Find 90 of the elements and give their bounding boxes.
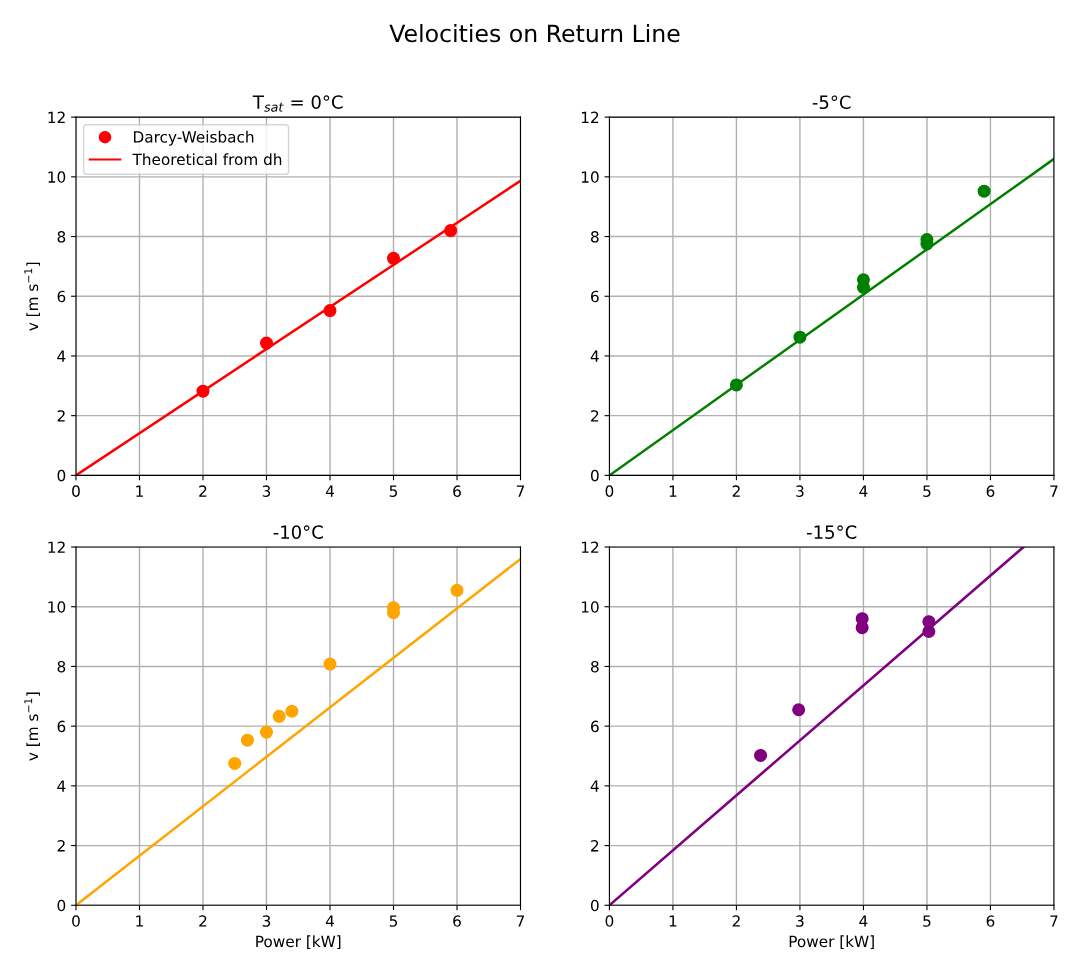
x-axis-title: Power [kW] bbox=[256, 935, 341, 949]
x-tick-label: 1 bbox=[136, 485, 143, 497]
x-tick-label: 2 bbox=[732, 915, 740, 927]
point bbox=[240, 733, 254, 747]
x-tick-label: 1 bbox=[669, 915, 677, 927]
point bbox=[228, 756, 242, 770]
text: Velocities on Return Line bbox=[389, 24, 680, 43]
x-tick-label: 3 bbox=[796, 915, 804, 927]
point bbox=[323, 304, 337, 318]
point bbox=[285, 704, 299, 718]
y-tick-label: 2 bbox=[57, 410, 65, 422]
x-tick-label: 0 bbox=[72, 915, 80, 927]
x-tick-label: 7 bbox=[516, 485, 525, 497]
point bbox=[444, 224, 458, 238]
x-tick-label: 6 bbox=[986, 915, 995, 927]
x-tick-label: 6 bbox=[986, 485, 995, 497]
y-tick-label: 4 bbox=[57, 780, 66, 792]
y-tick-label: 4 bbox=[590, 350, 599, 362]
x-tick-label: 0 bbox=[72, 485, 80, 497]
point bbox=[386, 251, 401, 265]
y-tick-label: 0 bbox=[590, 899, 599, 912]
chart-title: -10°C bbox=[273, 525, 323, 539]
point bbox=[855, 621, 869, 635]
y-tick-label: 0 bbox=[57, 469, 66, 482]
y-tick-label: 2 bbox=[57, 840, 65, 852]
x-tick-label: 3 bbox=[796, 485, 804, 497]
x-tick-label: 4 bbox=[325, 485, 334, 497]
y-axis-title: v [m s$^{−1}$] bbox=[24, 262, 40, 331]
chart-title: -15°C bbox=[807, 525, 857, 539]
y-tick-label: 4 bbox=[57, 350, 66, 362]
point bbox=[729, 378, 743, 392]
x-tick-label: 5 bbox=[389, 485, 398, 497]
point bbox=[792, 703, 806, 717]
x-tick-label: 3 bbox=[262, 915, 271, 927]
point bbox=[450, 583, 464, 597]
chart-title: T$_{sat}$ = 0°C bbox=[252, 95, 343, 112]
point bbox=[922, 625, 936, 639]
x-tick-label: 0 bbox=[605, 485, 614, 497]
point bbox=[977, 184, 991, 198]
y-tick-label: 4 bbox=[590, 780, 599, 792]
y-axis-title: v [m s$^{−1}$] bbox=[24, 692, 40, 761]
y-tick-label: 10 bbox=[581, 171, 599, 183]
y-tick-label: 2 bbox=[591, 840, 599, 852]
x-tick-label: 7 bbox=[516, 915, 525, 927]
point bbox=[196, 384, 210, 398]
x-tick-label: 0 bbox=[605, 915, 614, 927]
x-axis-title: Power [kW] bbox=[789, 935, 874, 949]
y-tick-label: 8 bbox=[591, 231, 599, 243]
x-tick-label: 2 bbox=[199, 485, 207, 497]
x-tick-label: 6 bbox=[453, 485, 461, 497]
x-tick-label: 4 bbox=[859, 485, 868, 497]
y-tick-label: 0 bbox=[590, 469, 599, 482]
x-tick-label: 6 bbox=[453, 915, 461, 927]
x-tick-label: 5 bbox=[923, 485, 931, 497]
y-tick-label: 2 bbox=[591, 410, 599, 422]
y-tick-label: 8 bbox=[591, 660, 599, 673]
legend-label: Theoretical from dh bbox=[132, 153, 282, 166]
point bbox=[754, 748, 768, 762]
y-tick-label: 12 bbox=[48, 541, 65, 553]
point bbox=[259, 725, 273, 739]
legend-label: Darcy-Weisbach bbox=[134, 130, 254, 146]
y-tick-label: 10 bbox=[48, 171, 66, 183]
x-tick-label: 7 bbox=[1050, 485, 1058, 497]
y-tick-label: 6 bbox=[591, 290, 599, 303]
x-tick-label: 1 bbox=[136, 915, 143, 927]
y-tick-label: 12 bbox=[581, 541, 599, 553]
x-tick-label: 4 bbox=[325, 915, 334, 927]
point bbox=[793, 330, 807, 344]
y-tick-label: 12 bbox=[581, 111, 599, 123]
x-tick-label: 7 bbox=[1050, 915, 1058, 927]
y-tick-label: 10 bbox=[48, 601, 66, 613]
y-tick-label: 10 bbox=[581, 601, 599, 613]
x-tick-label: 3 bbox=[262, 485, 271, 497]
point bbox=[323, 657, 337, 671]
x-tick-label: 2 bbox=[199, 915, 207, 927]
point bbox=[272, 709, 286, 723]
x-tick-label: 5 bbox=[389, 915, 398, 927]
y-tick-label: 6 bbox=[57, 720, 66, 733]
y-tick-label: 8 bbox=[57, 231, 66, 243]
x-tick-label: 2 bbox=[732, 485, 740, 497]
chart-title: -5°C bbox=[812, 95, 851, 110]
y-tick-label: 6 bbox=[591, 720, 599, 733]
x-tick-label: 1 bbox=[669, 485, 677, 497]
y-tick-label: 8 bbox=[57, 660, 66, 673]
x-tick-label: 4 bbox=[859, 915, 868, 927]
y-tick-label: 6 bbox=[57, 290, 66, 303]
y-tick-label: 0 bbox=[57, 899, 66, 912]
point bbox=[259, 336, 273, 350]
x-tick-label: 5 bbox=[923, 915, 931, 927]
y-tick-label: 12 bbox=[48, 111, 65, 123]
